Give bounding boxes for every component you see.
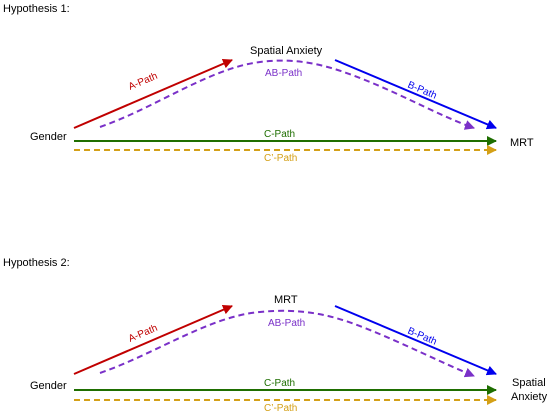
ab-path-label: AB-Path [265, 68, 302, 79]
spatial-anxiety-node-line-1: Spatial [512, 377, 546, 389]
gender-node: Gender [30, 131, 67, 143]
a-path-arrow [73, 304, 233, 375]
c-path-label: C-Path [264, 378, 295, 389]
c-prime-path-label: C’-Path [264, 403, 297, 414]
ab-path-arrow [99, 59, 475, 130]
c-prime-path-label: C’-Path [264, 153, 297, 164]
b-path-label: B-Path [406, 80, 438, 102]
hypothesis-2-heading: Hypothesis 2: [3, 257, 70, 269]
hypothesis-2-diagram: Hypothesis 2: A-Path B-Path AB-Path C-Pa… [3, 257, 548, 414]
b-path-arrow [334, 59, 497, 130]
ab-path-arrow [99, 309, 475, 378]
b-path-label: B-Path [406, 326, 438, 348]
gender-node: Gender [30, 380, 67, 392]
mrt-node: MRT [274, 294, 298, 306]
b-path-arrow [334, 305, 497, 376]
mrt-node: MRT [510, 137, 534, 149]
a-path-label: A-Path [127, 323, 159, 345]
hypothesis-1-diagram: Hypothesis 1: A-Path B-Path AB-Path C-Pa… [3, 3, 534, 164]
a-path-arrow [73, 58, 233, 129]
spatial-anxiety-node-line-2: Anxiety [511, 391, 548, 403]
c-path-label: C-Path [264, 129, 295, 140]
hypothesis-1-heading: Hypothesis 1: [3, 3, 70, 15]
spatial-anxiety-node: Spatial Anxiety [250, 45, 323, 57]
ab-path-label: AB-Path [268, 318, 305, 329]
a-path-label: A-Path [127, 71, 159, 93]
